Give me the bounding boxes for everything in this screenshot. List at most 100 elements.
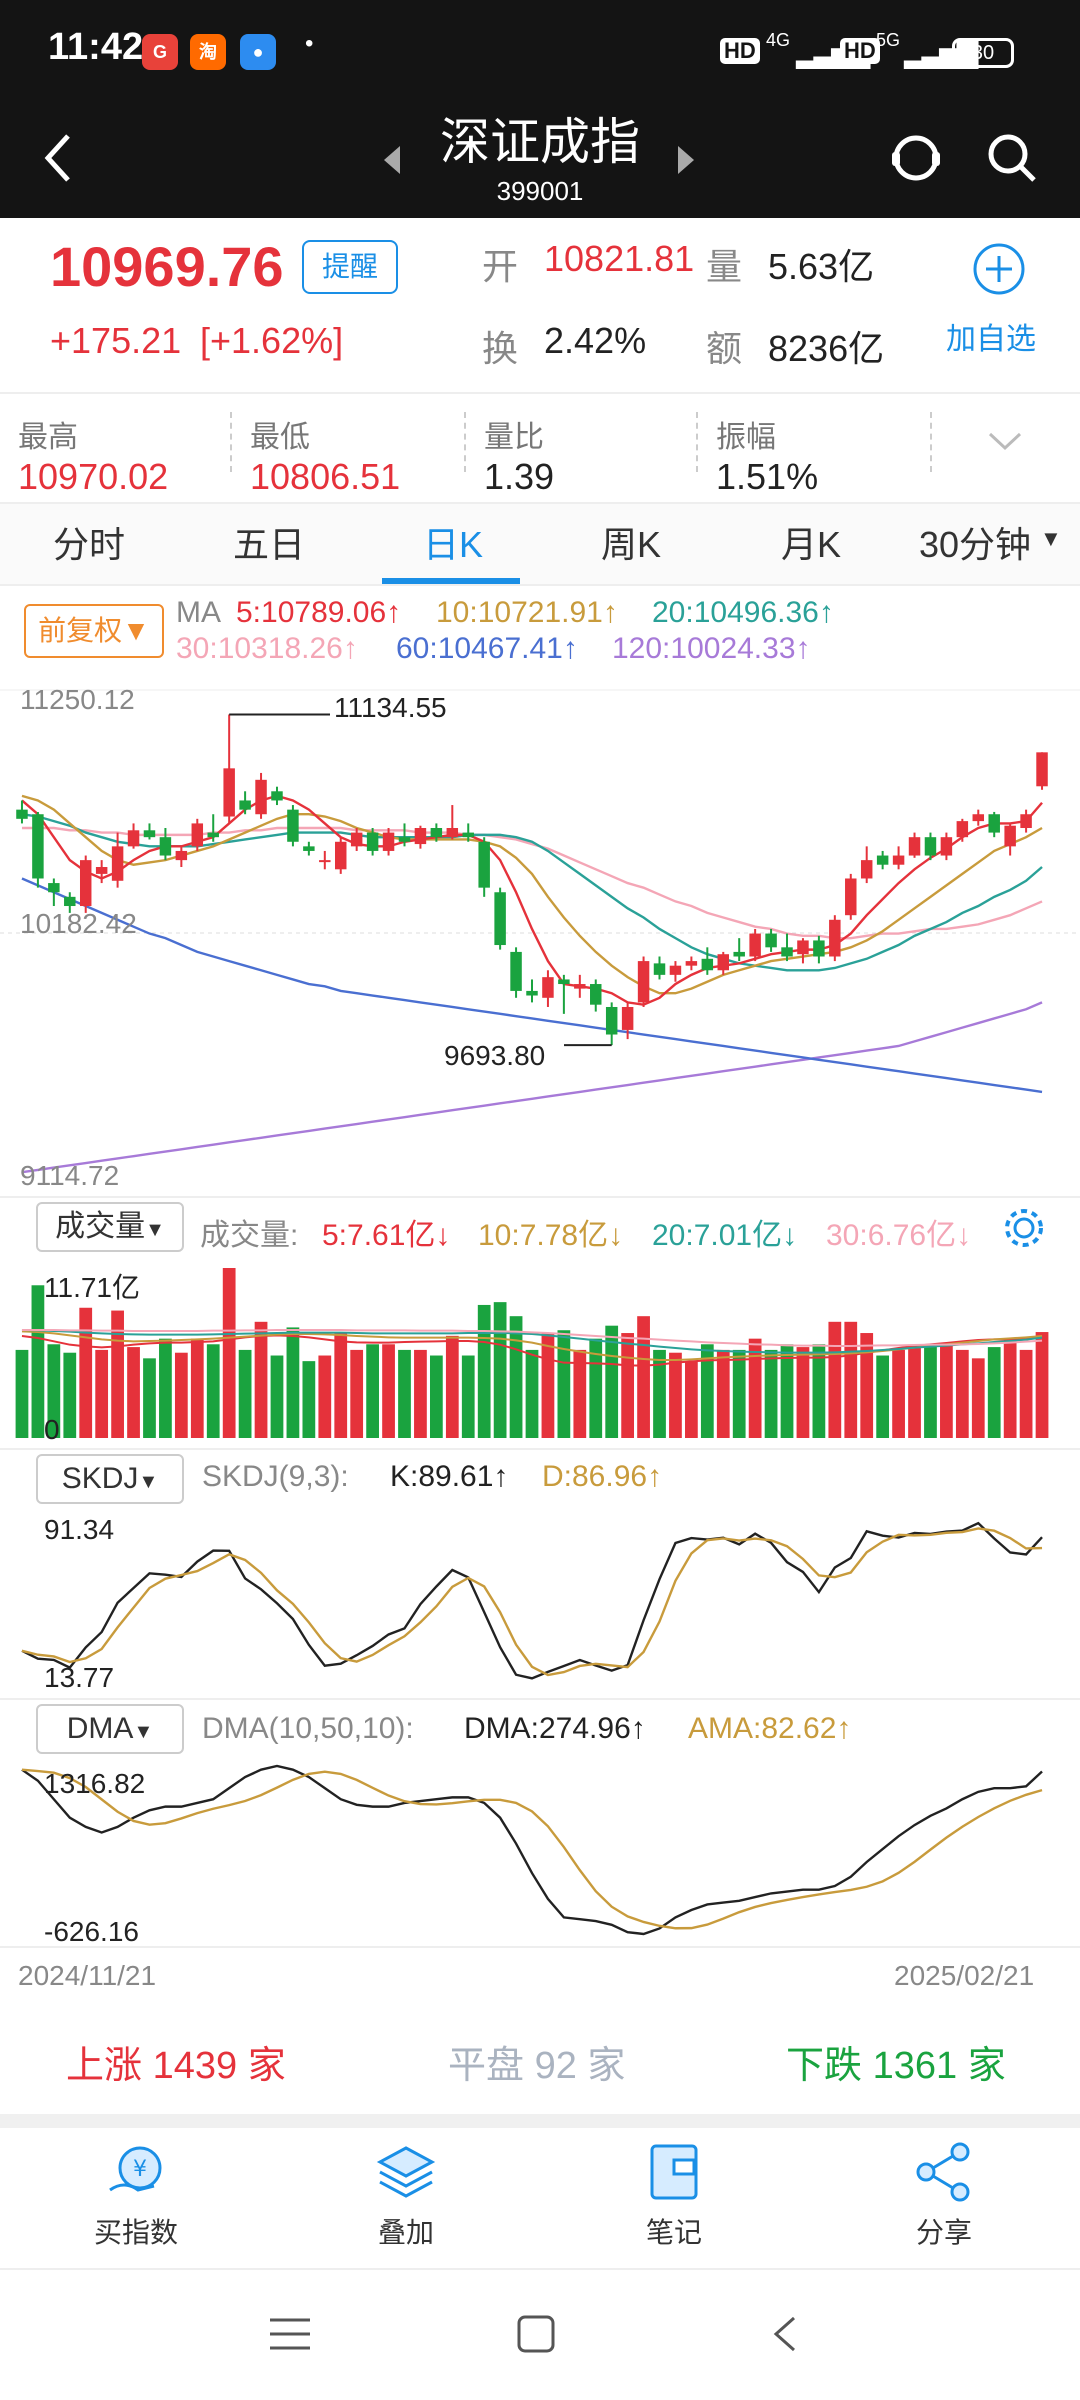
- share-button[interactable]: 分享: [874, 2140, 1014, 2251]
- hd-badge: HD: [720, 38, 760, 64]
- back-icon[interactable]: [40, 128, 80, 188]
- dma-indicator-label: DMA: [66, 1712, 134, 1745]
- prev-index-icon[interactable]: [380, 142, 404, 178]
- expand-chevron-icon[interactable]: [984, 426, 1026, 456]
- candle-body: [621, 1006, 634, 1030]
- app-icon-3: ●: [240, 34, 276, 70]
- volume-bar: [557, 1330, 571, 1438]
- home-icon[interactable]: [516, 2314, 556, 2354]
- notebook-icon: [650, 2144, 698, 2200]
- volume-bar: [860, 1333, 874, 1438]
- tab-monthly-k[interactable]: 月K: [780, 524, 841, 565]
- candle-body: [669, 965, 682, 975]
- volume-bar: [15, 1349, 29, 1438]
- start-date: 2024/11/21: [18, 1960, 157, 1991]
- skdj-chart[interactable]: [0, 1508, 1080, 1694]
- ma30-value: 30:10318.26↑: [176, 632, 358, 665]
- remind-button[interactable]: 提醒: [302, 240, 398, 294]
- tab-30min[interactable]: 30分钟: [918, 524, 1032, 565]
- candle-body: [366, 832, 379, 851]
- candle-body: [653, 963, 666, 975]
- hd-badge-2: HD: [840, 38, 880, 64]
- tab-daily-k[interactable]: 日K: [422, 524, 483, 565]
- skdj-indicator-button[interactable]: SKDJ▼: [36, 1454, 184, 1504]
- candle-body: [319, 860, 331, 863]
- divider: [230, 412, 232, 472]
- dropdown-caret-icon: ▼: [145, 1219, 165, 1241]
- ma10-value: 10:10721.91↑: [436, 596, 618, 629]
- volume-bar: [605, 1325, 619, 1438]
- volume-bar: [493, 1302, 507, 1438]
- volume-axis-zero: 0: [44, 1414, 60, 1445]
- candle-body: [972, 814, 985, 822]
- candle-body: [717, 954, 729, 971]
- network-5g: 5G: [876, 30, 901, 50]
- divider: [0, 2114, 1080, 2128]
- adjust-type-button[interactable]: 前复权▼: [24, 604, 164, 658]
- volume-chart[interactable]: [0, 1258, 1080, 1444]
- candle-body: [95, 867, 108, 874]
- add-favorite-label[interactable]: 加自选: [946, 323, 1036, 356]
- dma-indicator-button[interactable]: DMA▼: [36, 1704, 184, 1754]
- candle-body: [733, 951, 745, 957]
- ma60-value: 60:10467.41↑: [396, 632, 578, 665]
- candle-body: [558, 979, 570, 985]
- volume-bar: [445, 1335, 459, 1438]
- candle-body: [175, 850, 188, 861]
- dma-chart[interactable]: [0, 1756, 1080, 1944]
- ama-value: AMA:82.62↑: [688, 1712, 852, 1745]
- menu-icon[interactable]: [268, 2314, 312, 2354]
- candle-body: [143, 830, 156, 838]
- dma-line: [21, 1764, 1043, 1936]
- taobao-icon: 淘: [190, 34, 226, 70]
- candle-body: [271, 791, 283, 801]
- ma10-line: [21, 794, 1043, 995]
- notes-label: 笔记: [645, 2217, 702, 2248]
- volume-bar: [908, 1347, 921, 1438]
- volume-bar: [971, 1358, 985, 1438]
- unchanged-unit: 家: [587, 2045, 626, 2087]
- candle-body: [350, 832, 363, 847]
- volume-bar: [940, 1344, 953, 1438]
- volume-bar: [318, 1355, 332, 1438]
- dma-axis-top: 1316.82: [44, 1768, 146, 1799]
- candle-body: [335, 841, 347, 870]
- price-change: +175.21: [50, 320, 182, 361]
- volume-bar: [190, 1338, 204, 1438]
- back-nav-icon[interactable]: [770, 2314, 800, 2354]
- decliners: 下跌 1361 家: [786, 2034, 1006, 2089]
- buy-index-label: 买指数: [93, 2217, 178, 2248]
- advancers-unit: 家: [247, 2045, 286, 2087]
- candle-body: [382, 832, 395, 851]
- candle-body: [64, 896, 76, 907]
- tab-timeshare[interactable]: 分时: [52, 524, 125, 565]
- advancers: 上涨 1439 家: [66, 2034, 286, 2089]
- dma-value: DMA:274.96↑: [464, 1712, 646, 1745]
- app-icon-1: G: [142, 34, 178, 70]
- notes-button[interactable]: 笔记: [604, 2140, 744, 2251]
- volume-bar: [414, 1349, 427, 1438]
- volume-bar: [1003, 1338, 1017, 1438]
- volume-indicator-button[interactable]: 成交量▼: [36, 1202, 184, 1252]
- next-index-icon[interactable]: [674, 142, 698, 178]
- volume-bar: [892, 1349, 905, 1438]
- volume-bar: [812, 1344, 826, 1438]
- search-icon[interactable]: [984, 130, 1040, 186]
- divider: [0, 1946, 1080, 1948]
- candle-body: [908, 837, 921, 856]
- amount-label: 额: [706, 328, 743, 369]
- candle-body: [605, 1006, 618, 1035]
- tab-weekly-k[interactable]: 周K: [600, 524, 661, 565]
- add-favorite-icon[interactable]: [972, 242, 1026, 296]
- buy-index-button[interactable]: ¥ 买指数: [66, 2140, 206, 2251]
- candlestick-chart[interactable]: [0, 678, 1080, 1198]
- tab-five-day[interactable]: 五日: [232, 524, 305, 565]
- overlay-button[interactable]: 叠加: [336, 2140, 476, 2251]
- volume-bar: [398, 1349, 411, 1438]
- dropdown-caret-icon[interactable]: ▼: [1040, 526, 1062, 551]
- customer-service-icon[interactable]: [888, 130, 944, 186]
- volume-bar: [350, 1349, 364, 1438]
- settings-gear-icon[interactable]: [1000, 1204, 1048, 1252]
- vol-ma5: 5:7.61亿↓: [322, 1219, 451, 1252]
- battery-icon: 30: [952, 38, 1014, 68]
